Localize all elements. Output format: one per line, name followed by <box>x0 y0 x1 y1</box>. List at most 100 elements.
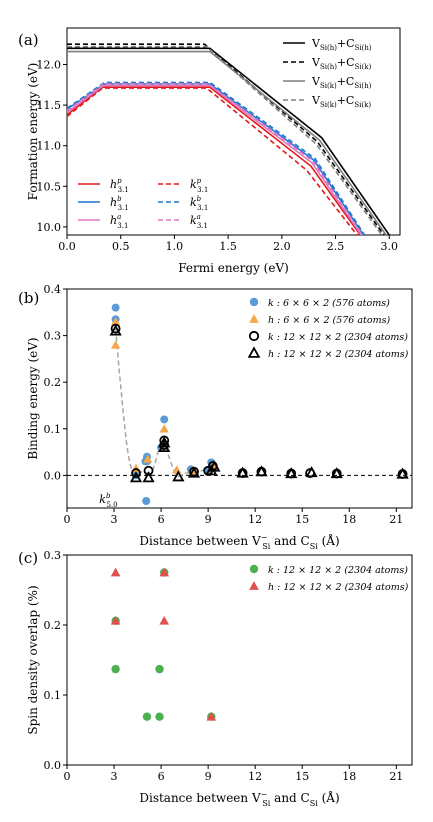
x-tick-label: 12 <box>248 513 262 526</box>
x-tick-label: 1.0 <box>166 240 184 253</box>
legend-marker <box>249 581 259 590</box>
panel-label: (b) <box>18 289 39 307</box>
panel-c-spin-density-overlap: 0 3 6 9 12 15 18 21 0.0 0.1 0.2 0.3 (c) Distance betw… <box>18 549 413 808</box>
series-triangle-open <box>109 324 409 483</box>
data-point <box>158 436 171 448</box>
y-tick-label: 0.2 <box>44 376 62 389</box>
x-tick-label: 6 <box>158 770 165 783</box>
legend-label: VSi(h)+CSi(k) <box>311 56 372 71</box>
data-point <box>159 615 170 625</box>
legend-label: h : 12 × 12 × 2 (2304 atoms) <box>268 349 409 360</box>
data-point <box>155 664 164 674</box>
series-line <box>67 50 387 235</box>
x-tick-label: 6 <box>158 513 165 526</box>
data-point <box>206 711 217 721</box>
series-line <box>67 87 358 235</box>
series-circle-filled <box>111 568 216 721</box>
series-group <box>67 43 390 235</box>
data-point <box>142 497 151 506</box>
data-point <box>111 340 121 349</box>
x-tick-label: 15 <box>295 770 309 783</box>
series-circle-open <box>110 323 408 479</box>
y-axis-label: Binding energy (eV) <box>26 337 40 459</box>
trend-line <box>114 328 217 478</box>
data-point <box>142 471 155 483</box>
x-tick-label: 12 <box>248 770 262 783</box>
x-tick-label: 18 <box>342 770 356 783</box>
x-tick-label: 9 <box>205 513 212 526</box>
legend-label: hb 3.1 <box>110 195 129 212</box>
plot-frame <box>66 27 401 236</box>
panel-a-formation-energy: 0.0 0.5 1.0 1.5 2.0 2.5 3.0 10.0 10.5 11.0 11.5 12.… <box>18 27 401 275</box>
data-point <box>236 466 249 478</box>
data-point <box>111 317 121 326</box>
legend-label: hp 3.1 <box>110 177 129 194</box>
legend-bottom-left: hp 3.1hb 3.1ha 3.1 kp 3.1kb 3.1ka 3.1 <box>78 177 208 230</box>
legend-label: kb 3.1 <box>190 195 208 212</box>
legend-label: h : 12 × 12 × 2 (2304 atoms) <box>268 582 409 593</box>
y-tick-label: 12.0 <box>37 59 62 72</box>
x-tick-label: 9 <box>205 770 212 783</box>
x-tick-label: 15 <box>295 513 309 526</box>
series-line <box>67 83 365 235</box>
legend-top-right: k : 6 × 6 × 2 (576 atoms) h : 6 × 6 × 2 (… <box>247 297 409 360</box>
y-tick-label: 0.3 <box>44 330 62 343</box>
x-tick-label: 3 <box>111 513 118 526</box>
data-point <box>111 303 120 312</box>
x-tick-label: 1.5 <box>219 240 237 253</box>
legend-label: k : 12 × 12 × 2 (2304 atoms) <box>268 332 408 343</box>
y-tick-label: 0.0 <box>44 759 62 772</box>
data-point <box>131 468 141 478</box>
y-tick-label: 0.2 <box>44 619 62 632</box>
data-point <box>110 615 121 625</box>
data-point <box>143 454 153 463</box>
legend-marker <box>247 346 261 358</box>
y-tick-label: 11.5 <box>37 99 62 112</box>
legend-label: ka 3.1 <box>190 213 208 230</box>
data-point <box>396 467 409 479</box>
plot-frame <box>66 288 413 509</box>
x-tick-label: 2.5 <box>327 240 345 253</box>
data-point <box>160 415 169 424</box>
data-point <box>111 664 120 674</box>
y-tick-label: 0.0 <box>44 469 62 482</box>
x-tick-label: 21 <box>389 770 403 783</box>
series-line <box>67 45 383 235</box>
annotation-label: kb 5.0 <box>99 492 117 509</box>
x-tick-label: 3.0 <box>381 240 399 253</box>
y-tick-label: 0.1 <box>44 689 62 702</box>
data-point <box>187 466 201 478</box>
data-point <box>109 324 122 336</box>
series-triangle-filled <box>110 567 217 721</box>
data-point <box>159 567 170 577</box>
legend-top-right: VSi(h)+CSi(h) VSi(h)+CSi(k) VSi(k)+CSi(h) V… <box>283 37 372 109</box>
x-axis-label: Fermi energy (eV) <box>178 261 289 275</box>
legend-marker <box>248 330 260 342</box>
data-point <box>255 465 268 477</box>
panel-b-binding-energy: 0 3 6 9 12 15 18 21 0.0 0.1 0.2 0.3 0.4 kb 5.0 (b) Dista… <box>18 283 413 551</box>
data-point <box>110 567 121 577</box>
series-circle-filled <box>111 303 216 506</box>
data-point <box>158 440 171 453</box>
data-point <box>330 467 343 479</box>
legend-label: VSi(h)+CSi(h) <box>311 37 372 52</box>
panel-label: (c) <box>18 549 38 567</box>
x-axis-label: Distance between V− Si and CSi (Å) <box>139 533 339 551</box>
legend-label: kp 3.1 <box>190 177 208 194</box>
legend-marker <box>249 297 259 307</box>
data-point <box>159 424 169 433</box>
y-tick-label: 10.5 <box>37 180 62 193</box>
data-point <box>129 471 143 483</box>
x-tick-label: 18 <box>342 513 356 526</box>
data-point <box>208 460 221 472</box>
x-tick-label: 3 <box>111 770 118 783</box>
legend-label: VSi(k)+CSi(k) <box>311 94 371 109</box>
legend-label: k : 6 × 6 × 2 (576 atoms) <box>268 298 390 309</box>
legend-label: VSi(k)+CSi(h) <box>311 75 372 90</box>
legend-label: h : 6 × 6 × 2 (576 atoms) <box>268 315 390 326</box>
y-tick-label: 10.0 <box>37 221 62 234</box>
data-point <box>142 712 152 721</box>
data-point <box>305 466 318 478</box>
x-tick-label: 0 <box>64 513 71 526</box>
